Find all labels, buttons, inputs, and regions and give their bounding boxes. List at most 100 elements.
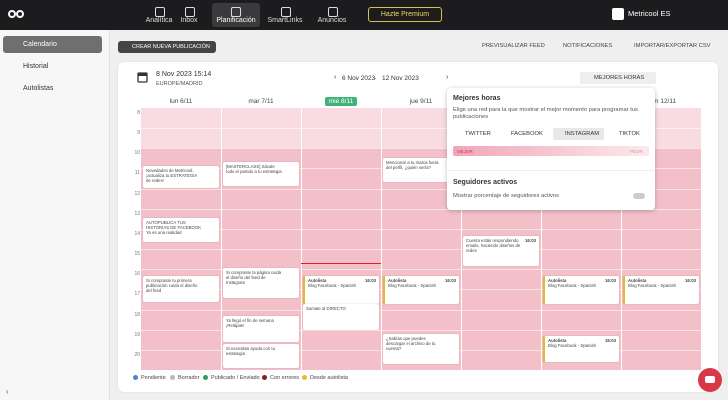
toolbar-action[interactable]: PREVISUALIZAR FEED: [482, 43, 545, 49]
day-label: dom 12/11: [645, 98, 677, 105]
event-text: AUTOPUBLICA TUS HISTORIAS DE FACEBOOK Ya…: [146, 220, 202, 236]
hour-label: 15: [134, 251, 140, 258]
legend-item: Borrador: [170, 375, 199, 381]
network-tab[interactable]: TIKTOK: [619, 131, 640, 137]
network-tab[interactable]: INSTAGRAM: [553, 128, 605, 140]
chat-button[interactable]: [697, 367, 723, 393]
legend-label: Borrador: [178, 375, 200, 381]
day-label: mié 8/11: [324, 97, 358, 106]
event-text: Ya llegó el fin de semana ¡Relájate!: [226, 318, 274, 329]
event-card[interactable]: 16:03 Autolista Blog Facebook - Spanish: [383, 276, 459, 304]
event-card[interactable]: Si necesitas ayuda con tu estrategia: [223, 344, 299, 368]
legend-dot: [133, 375, 138, 380]
event-card[interactable]: 16:03 Cuenta estás respondiendo emails, h…: [463, 236, 539, 266]
event-card[interactable]: 16:03 Autolista Blog Facebook - Spanish: [543, 336, 619, 362]
hour-label: 9: [137, 130, 140, 137]
top-nav: Hazte Premium Metricool ES Analítica Inbo…: [0, 0, 728, 30]
hour-label: 8: [137, 110, 140, 116]
event-card[interactable]: Ya llegó el fin de semana ¡Relájate!: [223, 316, 299, 342]
event-text: Blog Facebook - Spanish: [388, 283, 437, 289]
legend-label: Con errores: [270, 375, 300, 381]
event-text: Sumate al DIRECTO: [306, 306, 346, 311]
nav-item[interactable]: SmartLinks: [262, 3, 308, 27]
divider: [447, 170, 655, 171]
legend-label: Pendiente: [141, 375, 166, 381]
sidebar-item[interactable]: Autolistas: [23, 85, 54, 92]
row-line: [141, 148, 701, 150]
network-tab[interactable]: TWITTER: [465, 131, 491, 137]
event-text: Blog Facebook - Spanish: [628, 283, 677, 289]
sidebar: ‹ Calendario Historial Autolistas: [0, 30, 110, 400]
hour-label: 16: [134, 271, 140, 278]
legend-item: Pendiente: [133, 375, 166, 381]
event-card[interactable]: Novedades de Metricool, ¡actualiza tu ES…: [143, 166, 219, 188]
sidebar-item[interactable]: Historial: [23, 63, 49, 70]
event-title: Autolista: [548, 338, 567, 343]
create-post-button[interactable]: CREAR NUEVA PUBLICACIÓN: [118, 41, 216, 53]
range-start: 6 Nov 2023: [342, 75, 376, 82]
calendar-icon: [137, 72, 148, 83]
column-line: [221, 108, 222, 370]
event-card[interactable]: Sumate al DIRECTO: [303, 304, 379, 330]
event-time: 16:03: [525, 238, 536, 243]
next-week[interactable]: ›: [446, 74, 449, 81]
column-line: [301, 108, 302, 370]
logo: [8, 10, 24, 18]
day-header: mié 8/11: [301, 97, 381, 106]
row-line: [141, 228, 701, 230]
row-line: [141, 329, 701, 331]
day-header: jue 9/11: [381, 98, 461, 105]
premium-button[interactable]: Hazte Premium: [368, 7, 442, 22]
event-text: Si compraste la página cuida el diseño d…: [226, 270, 282, 286]
legend-dot: [170, 375, 175, 380]
day-header: dom 12/11: [621, 98, 701, 105]
best-hours-button[interactable]: MEJORES HORAS: [580, 72, 656, 84]
day-header: lun 6/11: [141, 98, 221, 105]
column-line: [541, 108, 542, 370]
row-line: [141, 269, 701, 271]
event-text: [MASTERCLASS] Sácale todo el partido a t…: [226, 164, 282, 175]
event-text: Cuenta estás respondiendo emails, hacien…: [466, 238, 521, 254]
day-label: mar 7/11: [248, 98, 274, 105]
sidebar-item[interactable]: Calendario: [3, 36, 102, 53]
event-card[interactable]: Si compraste la página cuida el diseño d…: [223, 268, 299, 298]
prev-week[interactable]: ‹: [334, 74, 337, 81]
event-card[interactable]: Si compraste tu primera publicación cuid…: [143, 276, 219, 302]
followers-toggle[interactable]: [633, 193, 645, 199]
event-text: Mencionar a tu marca fuera del perfil, ¿…: [386, 160, 439, 171]
event-card[interactable]: 16:03 Autolista Blog Facebook - Spanish: [623, 276, 699, 304]
event-card[interactable]: [MASTERCLASS] Sácale todo el partido a t…: [223, 162, 299, 186]
legend-dot: [262, 375, 267, 380]
best-worst-scale: [453, 146, 649, 156]
event-card[interactable]: ¿Sabías que puedes descargar el archivo …: [383, 334, 459, 364]
event-card[interactable]: Mencionar a tu marca fuera del perfil, ¿…: [383, 158, 459, 182]
event-text: Si necesitas ayuda con tu estrategia: [226, 346, 275, 357]
event-text: Blog Facebook - Spanish: [548, 343, 597, 349]
timezone[interactable]: EUROPE/MADRID: [156, 81, 203, 87]
nav-item[interactable]: Inbox: [166, 3, 212, 27]
range-end: 12 Nov 2023: [382, 75, 419, 82]
toolbar-action[interactable]: IMPORTAR/EXPORTAR CSV: [634, 43, 711, 49]
toolbar-action[interactable]: NOTIFICACIONES: [563, 43, 613, 49]
event-text: Blog Facebook - Spanish: [308, 283, 357, 289]
hour-label: 18: [134, 311, 140, 318]
nav-item[interactable]: Planificación: [212, 3, 260, 27]
column-line: [381, 108, 382, 370]
account-name[interactable]: Metricool ES: [628, 9, 671, 18]
day-label: jue 9/11: [409, 98, 433, 105]
event-card[interactable]: 16:03 Autolista Blog Facebook - Spanish: [303, 276, 379, 304]
collapse-icon[interactable]: ‹: [6, 387, 9, 396]
event-text: Blog Facebook - Spanish: [548, 283, 597, 289]
event-title: Autolista: [548, 278, 567, 283]
event-card[interactable]: 16:03 Autolista Blog Facebook - Spanish: [543, 276, 619, 304]
nav-item[interactable]: Anuncios: [309, 3, 355, 27]
legend-item: Con errores: [262, 375, 299, 381]
event-title: Autolista: [628, 278, 647, 283]
event-title: Autolista: [388, 278, 407, 283]
current-datetime: 8 Nov 2023 15:14: [156, 71, 212, 78]
network-tab[interactable]: FACEBOOK: [511, 131, 543, 137]
day-label: lun 6/11: [169, 98, 193, 105]
hour-label: 10: [134, 150, 140, 157]
nav-item[interactable]: Analítica: [136, 3, 182, 27]
event-card[interactable]: AUTOPUBLICA TUS HISTORIAS DE FACEBOOK Ya…: [143, 218, 219, 242]
